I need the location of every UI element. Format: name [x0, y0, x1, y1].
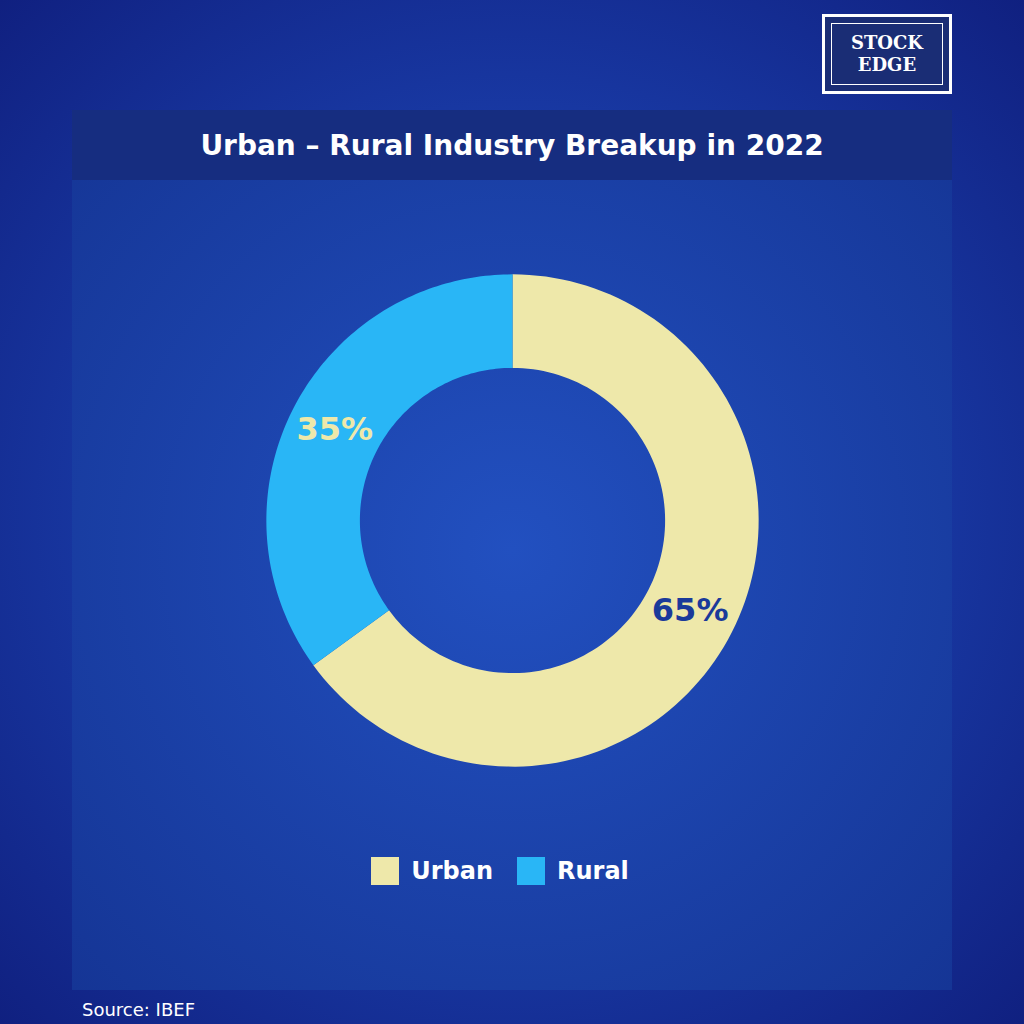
html-text:STOCK: STOCK — [851, 31, 923, 53]
html-text:Urban: Urban — [411, 856, 493, 885]
svg-text:35%: 35% — [297, 410, 374, 448]
svg-text:65%: 65% — [652, 591, 729, 629]
html-text:Urban – Rural Industry Breakup: Urban – Rural Industry Breakup in 2022 — [200, 128, 824, 162]
html-text:Rural: Rural — [557, 856, 629, 885]
html-text:Source: IBEF: Source: IBEF — [82, 999, 195, 1020]
html-text:EDGE: EDGE — [857, 54, 917, 75]
